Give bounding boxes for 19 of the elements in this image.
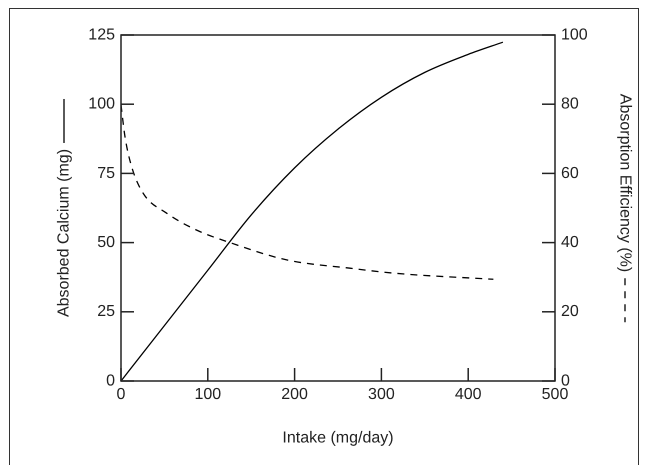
y-tick-label: 125 <box>88 26 116 44</box>
y2-tick-label: 20 <box>561 303 579 320</box>
y-tick-label: 50 <box>97 234 116 252</box>
y-tick-label: 0 <box>106 372 116 390</box>
y2-tick-label: 80 <box>561 96 579 113</box>
x-tick-label: 100 <box>194 386 222 404</box>
x-axis-title: Intake (mg/day) <box>282 429 394 446</box>
line-series <box>121 42 504 381</box>
y-axis-title: Absorbed Calcium (mg) <box>55 148 72 318</box>
y-tick-label: 75 <box>97 164 116 182</box>
y2-tick-label: 100 <box>561 26 588 44</box>
y2-axis-title: Absorption Efficiency (%) <box>616 94 634 272</box>
y2-tick-label: 60 <box>561 164 579 182</box>
x-tick-label: 300 <box>368 386 395 404</box>
x-tick-label: 200 <box>281 386 308 404</box>
y-tick-label: 25 <box>97 303 116 320</box>
y-tick-label: 100 <box>88 96 116 113</box>
x-tick-label: 400 <box>454 386 482 404</box>
y2-tick-label: 40 <box>561 234 579 252</box>
